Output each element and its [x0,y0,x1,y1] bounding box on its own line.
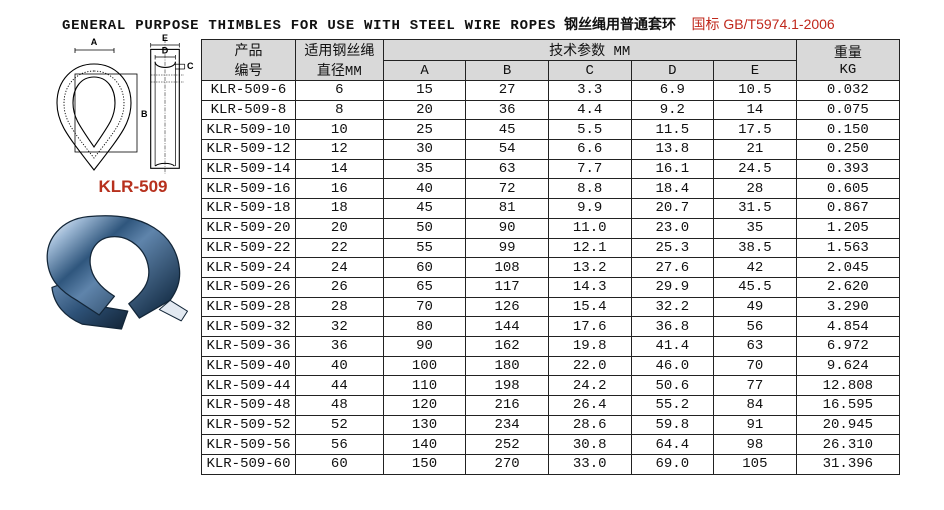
svg-text:A: A [91,37,98,47]
svg-text:E: E [162,33,168,43]
svg-text:B: B [141,109,148,119]
svg-text:C: C [187,61,194,71]
svg-text:D: D [162,46,169,56]
